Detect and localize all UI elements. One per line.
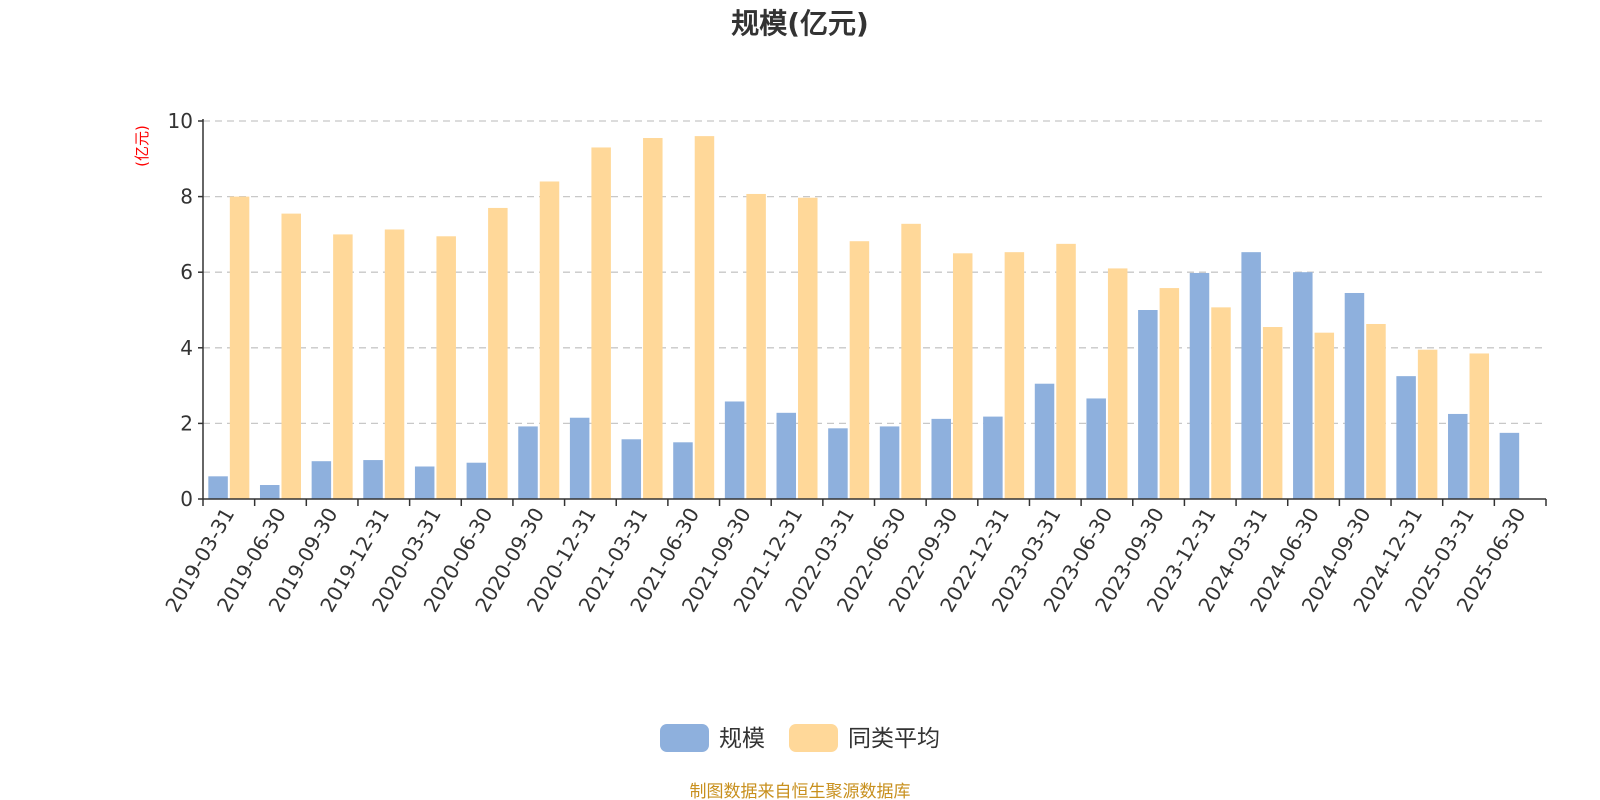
y-tick-label: 10 (168, 109, 193, 133)
grid-lines (203, 120, 1546, 425)
bar-peer-average[interactable] (1056, 243, 1076, 499)
bar-scale[interactable] (363, 460, 383, 499)
bar-peer-average[interactable] (1417, 349, 1438, 499)
bar-scale[interactable] (259, 485, 280, 499)
bar-peer-average[interactable] (1262, 327, 1283, 499)
bar-peer-average[interactable] (229, 196, 250, 499)
bar-scale[interactable] (776, 412, 797, 499)
bar-peer-average[interactable] (539, 181, 560, 500)
legend-label: 同类平均 (848, 726, 940, 752)
bar-scale[interactable] (673, 442, 693, 499)
bar-scale[interactable] (208, 476, 228, 499)
legend-swatch (660, 724, 709, 752)
legend: 规模 同类平均 (660, 724, 940, 752)
bar-scale[interactable] (931, 418, 951, 499)
bar-peer-average[interactable] (1004, 252, 1025, 499)
bar-scale[interactable] (311, 461, 332, 499)
y-axis-unit-label: (亿元) (133, 125, 151, 167)
chart-title: 规模(亿元) (731, 7, 869, 40)
y-tick-label: 0 (180, 487, 193, 511)
bar-scale[interactable] (414, 466, 435, 499)
legend-label: 规模 (719, 726, 765, 752)
bar-scale[interactable] (518, 426, 538, 499)
y-tick-labels: 0 2 4 6 8 10 (168, 109, 193, 511)
bar-peer-average[interactable] (746, 193, 766, 500)
bar-peer-average[interactable] (436, 236, 456, 500)
bar-scale[interactable] (1189, 272, 1210, 499)
bar-peer-average[interactable] (1211, 307, 1231, 499)
bar-scale[interactable] (1241, 252, 1261, 499)
bar-peer-average[interactable] (694, 136, 715, 499)
x-tick-labels: 2019-03-312019-06-302019-09-302019-12-31… (160, 504, 1530, 617)
bar-scale[interactable] (1499, 432, 1520, 499)
y-tick-label: 4 (180, 336, 193, 360)
bar-peer-average[interactable] (591, 147, 611, 499)
source-note: 制图数据来自恒生聚源数据库 (690, 782, 911, 800)
bar-peer-average[interactable] (1314, 332, 1335, 499)
bar-scale[interactable] (1396, 376, 1416, 499)
bar-peer-average[interactable] (849, 241, 870, 500)
y-tick-label: 8 (180, 185, 193, 209)
bar-peer-average[interactable] (1159, 288, 1180, 499)
bar-peer-average[interactable] (1366, 323, 1386, 499)
bar-peer-average[interactable] (1107, 268, 1128, 499)
bar-scale[interactable] (1138, 310, 1158, 499)
bars (208, 136, 1520, 500)
bar-peer-average[interactable] (281, 213, 301, 500)
bar-scale[interactable] (724, 401, 745, 499)
bar-peer-average[interactable] (1469, 353, 1490, 499)
y-tick-label: 2 (180, 411, 193, 435)
bar-scale[interactable] (569, 417, 590, 499)
legend-item-scale[interactable]: 规模 (660, 724, 765, 752)
bar-peer-average[interactable] (643, 138, 663, 499)
bar-scale[interactable] (1034, 383, 1055, 499)
axes (198, 119, 1547, 506)
bar-peer-average[interactable] (798, 197, 818, 499)
bar-scale[interactable] (1448, 413, 1468, 499)
bar-scale[interactable] (879, 426, 900, 499)
bar-scale[interactable] (828, 428, 848, 499)
bar-peer-average[interactable] (488, 207, 508, 499)
legend-item-peer-average[interactable]: 同类平均 (789, 724, 940, 752)
bar-scale[interactable] (983, 416, 1003, 499)
legend-swatch (789, 724, 838, 752)
y-tick-label: 6 (180, 260, 193, 284)
bar-peer-average[interactable] (333, 234, 353, 499)
bar-peer-average[interactable] (952, 253, 973, 499)
bar-scale[interactable] (1086, 398, 1106, 499)
bar-peer-average[interactable] (901, 223, 921, 500)
bar-scale[interactable] (621, 439, 642, 499)
bar-scale[interactable] (1293, 272, 1313, 499)
bar-scale[interactable] (466, 462, 487, 499)
bar-scale[interactable] (1344, 292, 1365, 499)
bar-peer-average[interactable] (384, 229, 405, 499)
